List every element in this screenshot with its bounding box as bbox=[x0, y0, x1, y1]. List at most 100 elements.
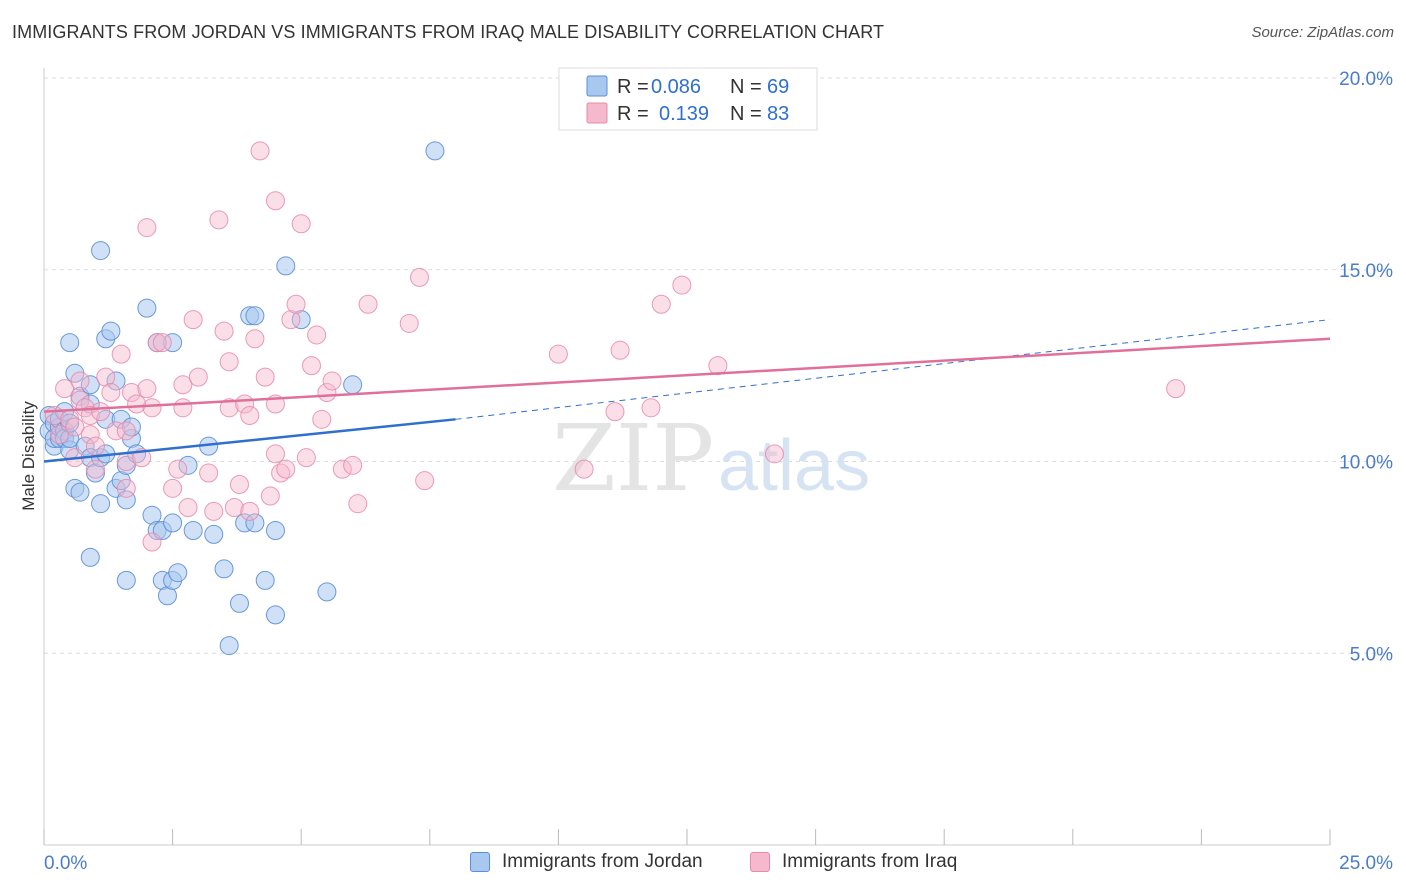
iraq-point bbox=[178, 498, 198, 518]
iraq-point bbox=[70, 371, 90, 391]
iraq-point bbox=[343, 455, 363, 475]
iraq-point bbox=[296, 448, 316, 468]
jordan-point bbox=[276, 256, 296, 276]
iraq-point bbox=[188, 367, 208, 387]
legend-item-jordan[interactable]: Immigrants from Jordan bbox=[470, 851, 703, 873]
legend-item-iraq[interactable]: Immigrants from Iraq bbox=[750, 851, 957, 873]
iraq-point bbox=[91, 402, 111, 422]
jordan-point bbox=[137, 298, 157, 318]
iraq-point bbox=[65, 417, 85, 437]
iraq-point bbox=[142, 398, 162, 418]
y-tick-label: 10.0% bbox=[1339, 453, 1393, 474]
iraq-point bbox=[127, 394, 147, 414]
x-tick-label-min: 0.0% bbox=[44, 853, 87, 874]
iraq-trend-line bbox=[43, 337, 1331, 413]
iraq-point bbox=[641, 398, 661, 418]
jordan-swatch bbox=[470, 852, 490, 872]
iraq-point bbox=[332, 459, 352, 479]
jordan-point bbox=[343, 375, 363, 395]
iraq-point bbox=[610, 340, 630, 360]
jordan-point bbox=[219, 636, 239, 656]
iraq-point bbox=[111, 344, 131, 364]
iraq-point bbox=[410, 267, 430, 287]
series-iraq-points bbox=[44, 141, 1186, 552]
iraq-point bbox=[173, 375, 193, 395]
iraq-point bbox=[574, 459, 594, 479]
iraq-point bbox=[204, 501, 224, 521]
legend-jordan-label: Immigrants from Jordan bbox=[502, 851, 703, 872]
source-credit: Source: ZipAtlas.com bbox=[1251, 24, 1394, 41]
axes bbox=[43, 68, 1331, 846]
jordan-point bbox=[178, 455, 198, 475]
jordan-point bbox=[80, 375, 100, 395]
jordan-point bbox=[245, 513, 265, 533]
iraq-point bbox=[209, 210, 229, 230]
jordan-point bbox=[163, 333, 183, 353]
y-axis-label: Male Disability bbox=[19, 401, 38, 511]
iraq-point bbox=[137, 379, 157, 399]
legend-iraq-r-label: R = bbox=[617, 103, 649, 125]
legend-iraq-n-label: N = bbox=[730, 103, 762, 125]
jordan-trend-line bbox=[43, 418, 456, 463]
iraq-point bbox=[147, 333, 167, 353]
series-jordan-points bbox=[39, 141, 445, 656]
iraq-point bbox=[281, 310, 301, 330]
iraq-point bbox=[224, 498, 244, 518]
y-tick-label: 20.0% bbox=[1339, 69, 1393, 90]
iraq-point bbox=[240, 405, 260, 425]
iraq-point bbox=[240, 501, 260, 521]
iraq-point bbox=[1166, 379, 1186, 399]
iraq-point bbox=[250, 141, 270, 161]
jordan-point bbox=[245, 306, 265, 326]
jordan-trend-extension bbox=[455, 319, 1331, 420]
iraq-point bbox=[229, 475, 249, 495]
jordan-point bbox=[291, 310, 311, 330]
iraq-point bbox=[672, 275, 692, 295]
iraq-point bbox=[605, 402, 625, 422]
iraq-point bbox=[286, 294, 306, 314]
iraq-point bbox=[265, 444, 285, 464]
jordan-point bbox=[91, 494, 111, 514]
x-tick-label-max: 25.0% bbox=[1339, 853, 1393, 874]
iraq-point bbox=[116, 478, 136, 498]
iraq-point bbox=[121, 382, 141, 402]
iraq-point bbox=[168, 459, 188, 479]
jordan-point bbox=[116, 570, 136, 590]
jordan-point bbox=[265, 605, 285, 625]
y-tick-label: 15.0% bbox=[1339, 261, 1393, 282]
jordan-point bbox=[116, 490, 136, 510]
iraq-point bbox=[255, 367, 275, 387]
jordan-point bbox=[91, 241, 111, 261]
iraq-point bbox=[245, 329, 265, 349]
jordan-point bbox=[317, 582, 337, 602]
iraq-point bbox=[358, 294, 378, 314]
legend-iraq-label: Immigrants from Iraq bbox=[782, 851, 958, 872]
jordan-point bbox=[255, 570, 275, 590]
jordan-point bbox=[60, 333, 80, 353]
trend-lines bbox=[43, 319, 1331, 463]
chart-title: IMMIGRANTS FROM JORDAN VS IMMIGRANTS FRO… bbox=[12, 22, 885, 42]
iraq-point bbox=[260, 486, 280, 506]
jordan-point bbox=[229, 593, 249, 613]
watermark-atlas: atlas bbox=[718, 426, 870, 506]
iraq-point bbox=[764, 444, 784, 464]
iraq-point bbox=[80, 425, 100, 445]
legend-iraq-n-value: 83 bbox=[767, 103, 789, 125]
iraq-point bbox=[152, 333, 172, 353]
iraq-point bbox=[85, 459, 105, 479]
y-tick-label: 5.0% bbox=[1350, 644, 1393, 665]
jordan-point bbox=[265, 521, 285, 541]
iraq-swatch bbox=[750, 852, 770, 872]
iraq-point bbox=[399, 313, 419, 333]
jordan-point bbox=[204, 524, 224, 544]
iraq-point bbox=[271, 463, 291, 483]
legend-jordan-r-value: 0.086 bbox=[651, 76, 701, 98]
iraq-point bbox=[183, 310, 203, 330]
jordan-point bbox=[106, 371, 126, 391]
iraq-point bbox=[96, 367, 116, 387]
iraq-point bbox=[142, 532, 162, 552]
iraq-point bbox=[548, 344, 568, 364]
iraq-point bbox=[173, 398, 193, 418]
iraq-point bbox=[137, 218, 157, 238]
